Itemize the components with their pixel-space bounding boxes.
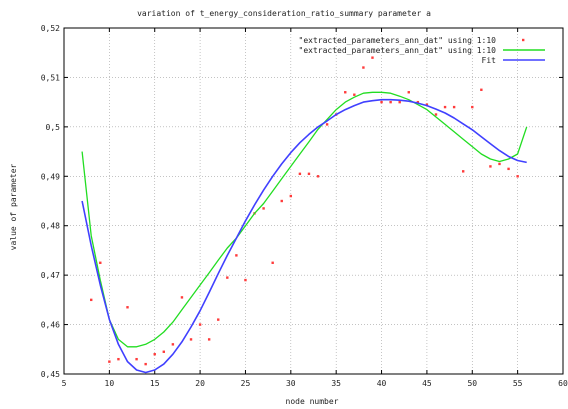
series-1: [90, 56, 519, 366]
data-point: [117, 357, 120, 361]
data-point: [498, 162, 501, 166]
data-point: [298, 172, 302, 176]
legend: "extracted_parameters_ann_dat" using 1:1…: [299, 36, 545, 65]
x-tick-label: 35: [331, 379, 341, 388]
data-point: [235, 254, 238, 257]
x-tick-label: 5: [62, 379, 67, 388]
legend-label: "extracted_parameters_ann_dat" using 1:1…: [299, 36, 497, 45]
data-point: [325, 123, 329, 126]
data-point: [489, 165, 492, 168]
data-point: [344, 91, 347, 94]
x-tick-label: 10: [105, 379, 115, 388]
data-point: [389, 100, 392, 104]
y-tick-label: 0,46: [41, 321, 60, 330]
data-point: [226, 276, 229, 279]
data-point: [153, 353, 156, 356]
y-axis-label: value of parameter: [9, 163, 18, 250]
x-axis: 5 10 15 20 25 30 35 40 45 50 55 60: [62, 28, 568, 388]
x-tick-label: 50: [467, 379, 477, 388]
data-point: [189, 338, 193, 341]
data-point: [316, 175, 320, 178]
data-point: [90, 298, 93, 302]
data-point: [144, 362, 147, 366]
x-tick-label: 30: [286, 379, 296, 388]
x-tick-label: 25: [241, 379, 251, 388]
data-point: [262, 207, 265, 210]
data-point: [398, 100, 401, 104]
data-point: [452, 105, 456, 109]
y-tick-label: 0,48: [41, 222, 60, 231]
data-point: [289, 194, 293, 198]
y-axis: 0,45 0,46 0,47 0,48 0,49 0,5 0,51 0,52: [41, 24, 563, 379]
y-tick-label: 0,47: [41, 271, 60, 280]
data-point: [198, 323, 202, 326]
x-tick-label: 20: [195, 379, 205, 388]
series-line: [81, 98, 527, 374]
data-point: [371, 56, 374, 59]
x-tick-label: 45: [422, 379, 432, 388]
data-point: [416, 100, 420, 104]
x-tick-label: 55: [513, 379, 523, 388]
data-point: [126, 306, 129, 309]
data-point: [108, 360, 111, 363]
data-point: [362, 66, 365, 69]
data-point: [271, 261, 274, 264]
y-tick-label: 0,45: [41, 370, 60, 379]
data-point: [516, 175, 519, 178]
data-point: [135, 357, 138, 361]
data-point: [507, 167, 510, 171]
data-point: [480, 88, 483, 91]
data-point: [162, 350, 165, 353]
data-point: [307, 172, 311, 176]
series-line: [81, 91, 528, 348]
x-tick-label: 40: [377, 379, 387, 388]
legend-swatch: [522, 38, 525, 42]
data-point: [443, 105, 447, 109]
y-tick-label: 0,49: [41, 172, 60, 181]
data-point: [207, 338, 211, 341]
data-point: [353, 93, 356, 96]
y-tick-label: 0,51: [41, 73, 60, 82]
data-point: [425, 103, 429, 106]
y-tick-label: 0,5: [46, 123, 61, 132]
y-tick-label: 0,52: [41, 24, 60, 33]
series-2: [81, 91, 528, 348]
chart-title: variation of t_energy_consideration_rati…: [137, 9, 431, 18]
data-point: [99, 261, 102, 264]
data-point: [280, 199, 283, 203]
data-point: [171, 343, 175, 346]
data-point: [462, 170, 465, 173]
data-point: [180, 296, 184, 299]
legend-label: Fit: [482, 56, 497, 65]
plot-area: [63, 27, 564, 375]
grid-lines: [64, 28, 563, 374]
x-tick-label: 60: [558, 379, 568, 388]
x-axis-label: node number: [286, 397, 339, 406]
data-point: [244, 278, 247, 282]
data-point: [380, 100, 383, 104]
data-point: [407, 91, 410, 94]
legend-label: "extracted_parameters_ann_dat" using 1:1…: [299, 46, 497, 55]
data-point: [434, 113, 438, 116]
series-layer: [81, 56, 528, 374]
data-point: [217, 318, 220, 321]
series-3: [81, 98, 527, 374]
x-tick-label: 15: [150, 379, 160, 388]
data-point: [471, 105, 474, 109]
